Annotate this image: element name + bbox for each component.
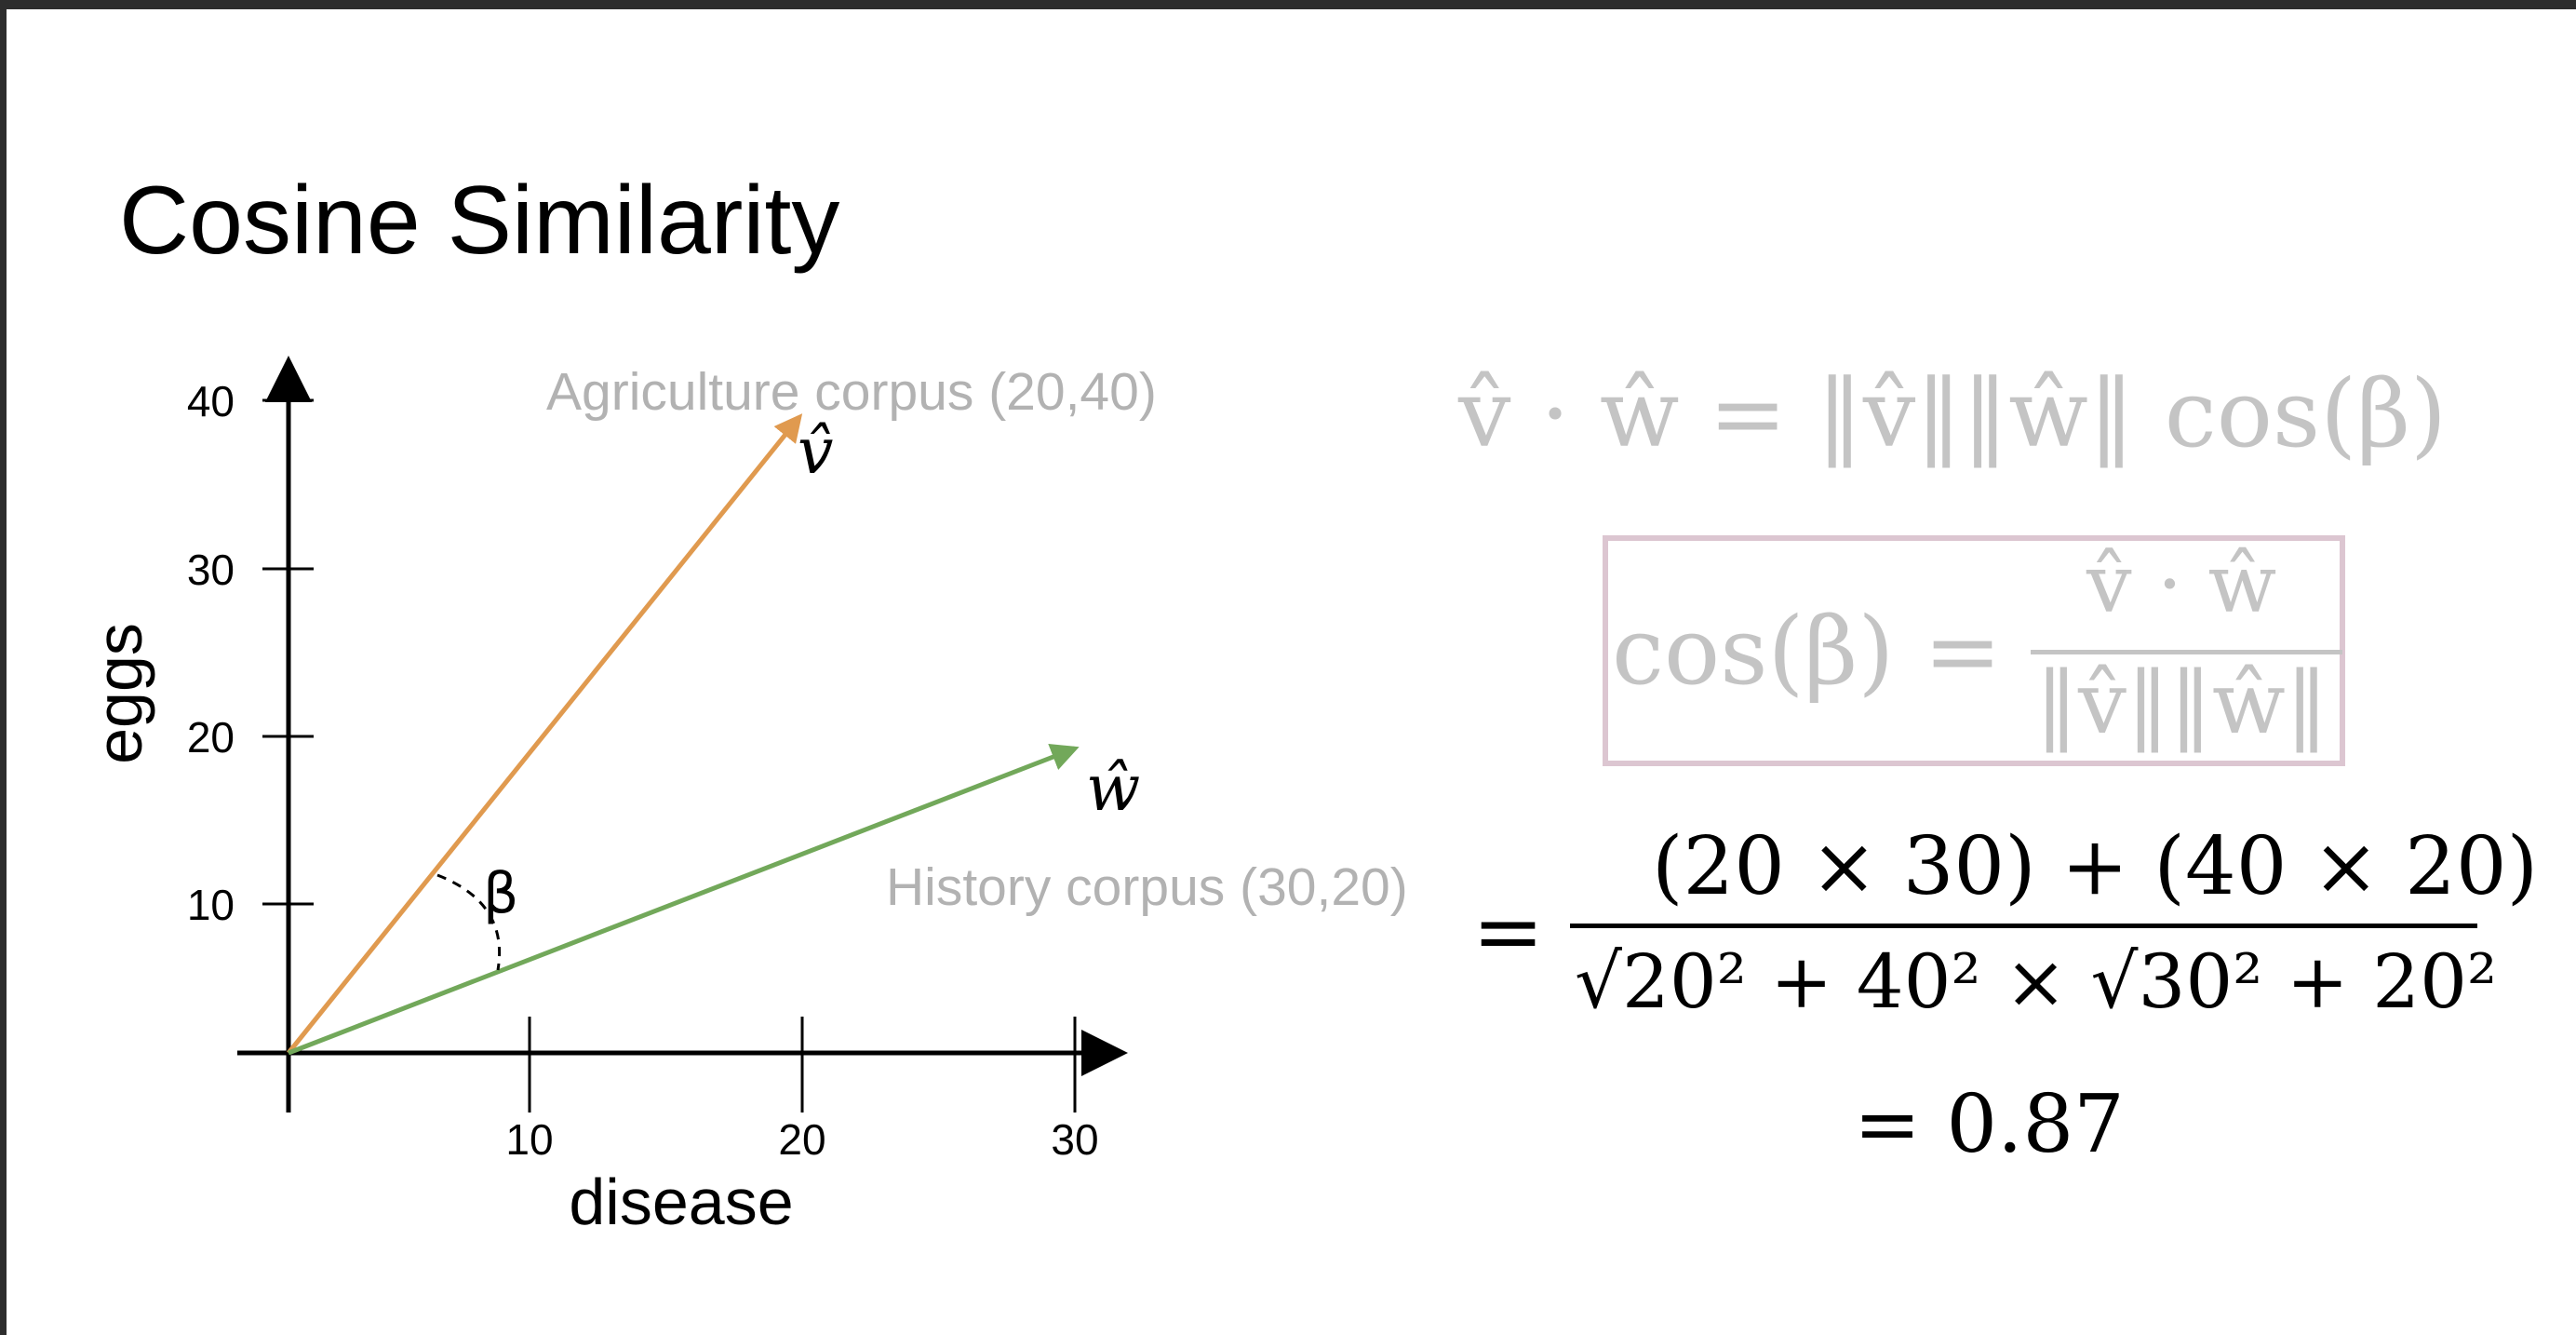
calc-fraction-bar: [1570, 924, 2477, 928]
agriculture-corpus-label: Agriculture corpus (20,40): [546, 362, 1157, 422]
angle-arc: [436, 873, 502, 971]
vector-w-symbol: ŵ: [1086, 752, 1140, 826]
angle-label: β: [483, 861, 518, 926]
history-corpus-label: History corpus (30,20): [886, 857, 1408, 917]
cosine-formula-denominator: ‖v̂‖‖ŵ‖: [2035, 654, 2328, 753]
vector-v-symbol: v̂: [798, 415, 833, 489]
x-axis-label: disease: [569, 1166, 793, 1238]
x-tick-labels: 10 20 30: [505, 1115, 1098, 1164]
y-tick-label-30: 30: [187, 546, 235, 594]
slide-title: Cosine Similarity: [119, 167, 840, 275]
vector-chart: 40 30 20 10 10 20 30 disease eggs β v̂ ŵ…: [83, 356, 1408, 1238]
vector-w: [288, 744, 1080, 1056]
y-axis-label: eggs: [83, 623, 155, 764]
x-tick-label-10: 10: [505, 1115, 553, 1164]
slide: Cosine Similarity 40 30 20 1: [7, 9, 2576, 1335]
x-tick-label-30: 30: [1051, 1115, 1098, 1164]
cosine-formula-lhs: cos(β) =: [1612, 597, 2002, 706]
cosine-formula-numerator: v̂ · ŵ: [2086, 538, 2277, 631]
y-tick-labels: 40 30 20 10: [187, 377, 235, 929]
calc-equals-sign: =: [1472, 882, 1545, 981]
cosine-formula-box: [1603, 535, 2345, 766]
calc-numerator: (20 × 30) + (40 × 20): [1652, 820, 2539, 913]
x-ticks: [528, 1017, 1077, 1112]
y-tick-label-10: 10: [187, 881, 235, 929]
y-tick-label-20: 20: [187, 713, 235, 762]
y-ticks: [262, 398, 314, 906]
vector-v: [287, 413, 803, 1055]
dot-product-formula: v̂ · ŵ = ‖v̂‖‖ŵ‖ cos(β): [1458, 359, 2448, 468]
y-tick-label-40: 40: [187, 377, 235, 425]
calc-denominator: √20² + 40² × √30² + 20²: [1575, 938, 2498, 1025]
cosine-fraction-bar: [2031, 650, 2342, 654]
x-tick-label-20: 20: [778, 1115, 825, 1164]
calc-result: = 0.87: [1854, 1078, 2125, 1171]
